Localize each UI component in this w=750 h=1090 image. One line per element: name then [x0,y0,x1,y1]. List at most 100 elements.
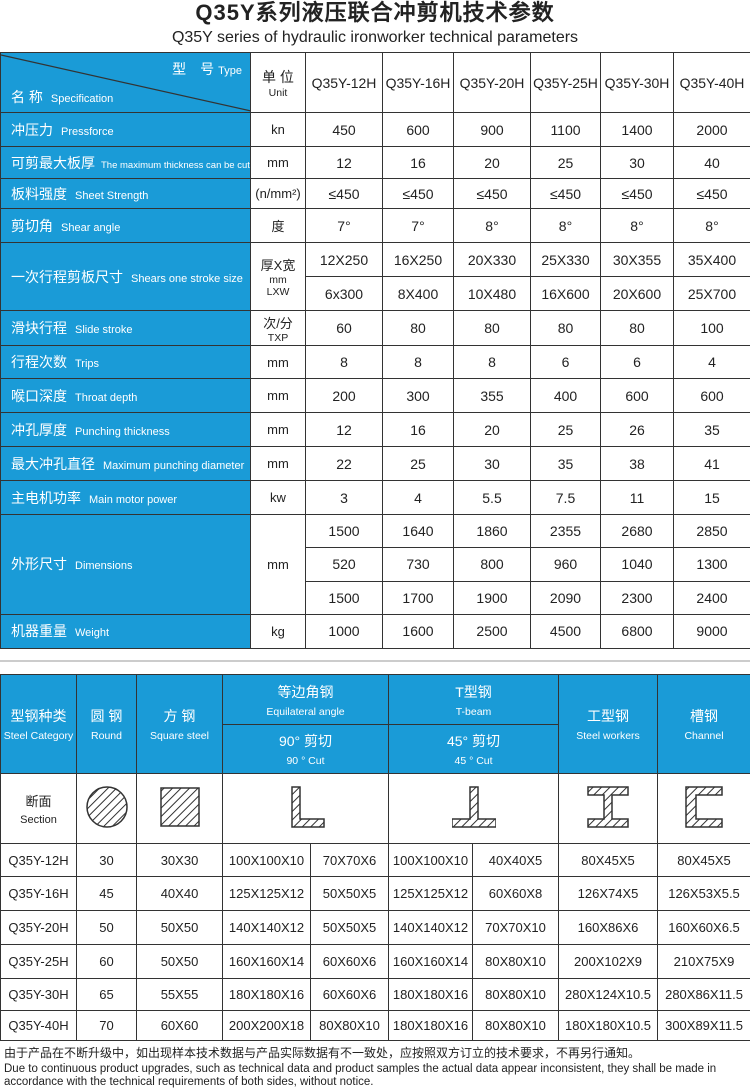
cell-text: 80X45X5 [677,852,731,868]
spec-row: 滑块行程 Slide stroke 次/分 TXP 60 80 80 80 80 100 [0,310,750,346]
cell-text: 100X100X10 [228,852,305,868]
steel-row: Q35Y-20H 50 50X50 140X140X12 50X50X5 140X140X… [0,910,750,945]
unit-value: kn [271,122,285,137]
steel-value: 60X60 [136,1010,223,1041]
spec-value: 6 [530,345,601,379]
header-channel: 槽钢 Channel [657,674,750,774]
spec-value-text: 1000 [328,623,360,640]
footer-note: 由于产品在不断升级中，如出现样本技术数据与产品实际数据有不一致处，应按照双方订立… [4,1046,749,1089]
section-cell [136,773,223,844]
steel-value: 60X60X8 [472,876,560,911]
spec-label-en: Main motor power [89,493,178,506]
spec-value-text: 1700 [402,589,434,606]
spec-value: 25 [382,446,454,481]
spec-value-text: 38 [629,455,645,472]
spec-value: 2090 [530,580,601,615]
header-tbeam-cn: T型钢 [455,683,492,700]
spec-value: 7° [382,208,454,243]
cell-text: 160X160X14 [228,954,305,969]
spec-value-text: 25 [410,455,426,472]
channel-section-icon [685,786,723,828]
spec-value: ≤450 [305,178,383,209]
spec-value-text: 30 [629,154,645,171]
page-subtitle: Q35Y series of hydraulic ironworker tech… [171,29,579,46]
cell-text: 70X70X10 [485,920,546,935]
spec-value: 730 [382,547,454,582]
spec-value: 35 [673,412,750,447]
model-name: Q35Y-12H [311,74,377,91]
spec-row: 最大冲孔直径 Maximum punching diameter mm 22 25 30 3… [0,446,750,481]
steel-category-table: 型钢种类 Steel Category 圆 钢 Round 方 钢 Square stee… [0,674,750,1041]
spec-label-en: Dimensions [75,560,133,573]
header-ibeam-en: Steel workers [576,730,640,742]
header-cut45-en: 45 ° Cut [454,755,493,767]
header-round-cn: 圆 钢 [90,708,123,724]
cell-text: 80X80X10 [319,1018,380,1033]
spec-value: 1600 [382,613,454,649]
spec-value: 800 [453,547,531,582]
spec-value-text: 1100 [550,121,581,138]
model-header: Q35Y-20H [453,52,531,113]
unit-sub: TXP [267,331,289,344]
footer-note-en: Due to continuous product upgrades, such… [4,1063,717,1088]
steel-value: 280X86X11.5 [657,978,750,1011]
header-square-en: Square steel [150,730,209,742]
spec-value: 20 [453,146,531,179]
spec-value-text: 730 [406,556,430,573]
spec-value: 450 [305,112,383,147]
spec-value-text: 20 [484,421,500,438]
model-header: Q35Y-16H [382,52,454,113]
diagonal-divider [1,54,250,112]
spec-row: 机器重量 Weight kg 1000 1600 2500 4500 6800 9000 [0,613,750,649]
spec-value: 41 [673,446,750,481]
spec-value: 1040 [600,547,674,582]
spec-value-text: 7.5 [555,489,576,506]
spec-value-text: 80 [484,320,500,336]
unit-value: mm [267,354,289,370]
spec-value-text: 9000 [696,623,728,640]
spec-value: 80 [453,310,531,346]
page-title: Q35Y系列液压联合冲剪机技术参数 [195,0,555,25]
round-section-icon [85,786,128,828]
steel-value: 160X160X14 [222,944,311,979]
steel-value: 140X140X12 [222,910,311,945]
model-name: Q35Y-12H [0,843,77,877]
header-tbeam-en: T-beam [455,705,492,718]
spec-value-text: 600 [406,121,430,138]
cell-text: 125X125X12 [392,886,469,901]
spec-value: 80 [600,310,674,346]
unit-header-cn: 单 位 [262,68,294,85]
spec-label-cn: 外形尺寸 [11,556,67,573]
spec-value-text: 80 [410,320,426,336]
spec-value: 12X250 [305,242,383,277]
spec-value: 8° [530,208,601,243]
steel-value: 80X80X10 [472,944,560,979]
spec-value-text: ≤450 [621,185,653,202]
steel-value: 180X180X10.5 [558,1010,659,1041]
header-cut45: 45° 剪切 45 ° Cut [388,724,560,774]
type-label-en: Type [218,65,242,77]
name-label-en: Specification [50,93,114,105]
spec-label-en: Slide stroke [75,324,133,336]
spec-value-text: 5.5 [482,489,502,506]
cell-text: 40X40 [160,886,199,901]
spec-value: 30 [453,446,531,481]
spec-row: 喉口深度 Throat depth mm 200 300 355 400 600 600 [0,378,750,413]
cell-text: 200X102X9 [574,954,642,969]
model-header: Q35Y-25H [530,52,601,113]
spec-value: 25X700 [673,276,750,311]
cell-text: 30 [99,852,114,868]
spec-value-text: 20X600 [612,285,662,302]
cell-text: 40X40X5 [488,852,543,868]
unit-header: 单 位 Unit [250,52,306,113]
cell-text: 180X180X16 [392,1018,469,1033]
spec-value-text: 900 [480,121,504,138]
footer-note-cn: 由于产品在不断升级中，如出现样本技术数据与产品实际数据有不一致处，应按照双方订立… [4,1046,641,1060]
steel-value: 180X180X16 [222,978,311,1011]
steel-value: 125X125X12 [388,876,474,911]
header-cut45-cn: 45° 剪切 [446,733,501,749]
spec-value-text: 400 [553,387,578,404]
spec-value-text: 7° [411,217,425,234]
spec-value: 80 [382,310,454,346]
spec-value: 60 [305,310,383,346]
